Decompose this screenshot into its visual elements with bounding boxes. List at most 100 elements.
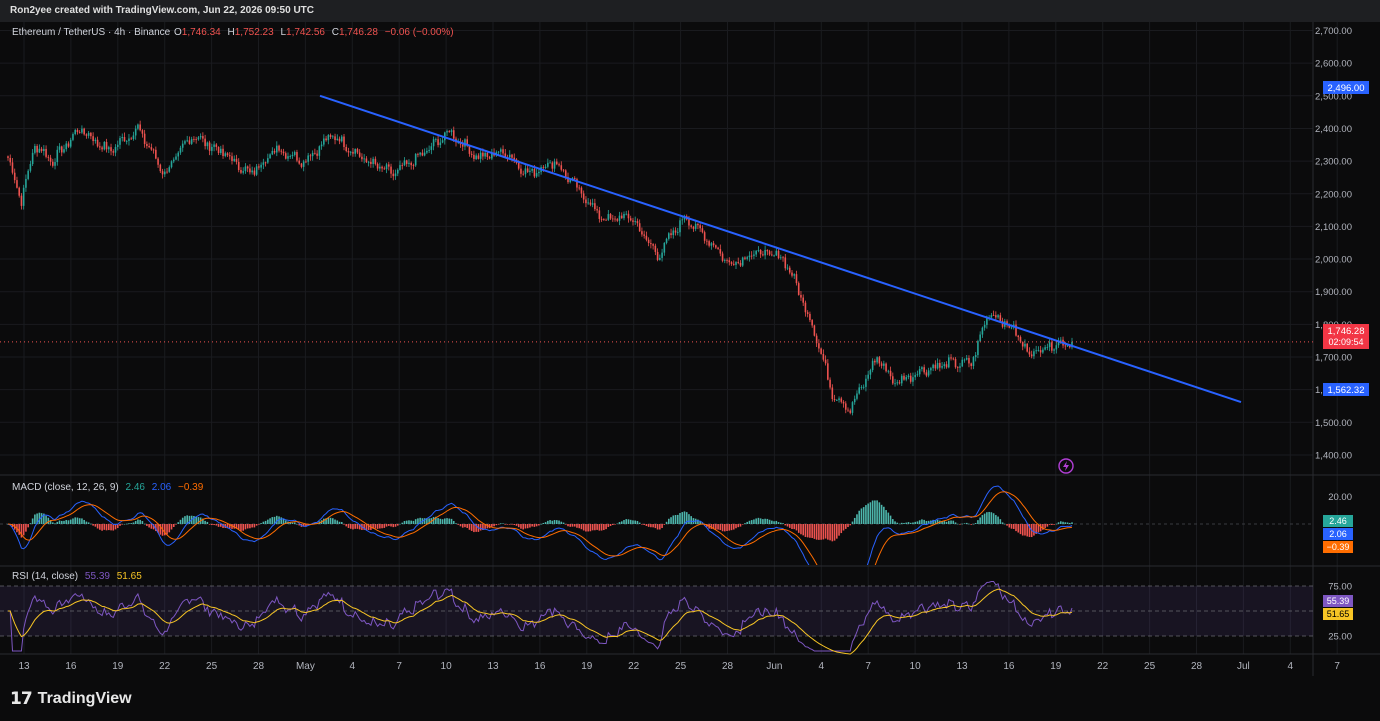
macd-histogram-bar (450, 518, 453, 524)
macd-histogram-bar (338, 521, 341, 524)
macd-legend: MACD (close, 12, 26, 9) 2.46 2.06 −0.39 (12, 482, 204, 493)
macd-histogram-bar (215, 524, 218, 526)
o-label: O (174, 27, 182, 38)
candle-body (123, 137, 126, 142)
macd-histogram-bar (824, 524, 827, 539)
candle-body (412, 165, 415, 166)
macd-histogram-bar (526, 524, 529, 529)
candle-body (1042, 349, 1044, 353)
time-tick-label: 25 (1144, 661, 1156, 672)
macd-histogram-bar (968, 523, 970, 525)
candle-body (249, 168, 251, 173)
macd-histogram-bar (858, 510, 860, 524)
candle-body (735, 262, 737, 265)
rsi-tick-label: 75.00 (1328, 582, 1352, 593)
macd-histogram-bar (515, 524, 518, 526)
candle-body (918, 369, 921, 375)
macd-histogram-bar (979, 517, 981, 524)
candle-body (732, 263, 735, 265)
rsi-value: 55.39 (85, 571, 110, 582)
candle-body (166, 171, 168, 173)
macd-histogram-bar (925, 520, 928, 524)
time-tick-label: 10 (441, 661, 453, 672)
candle-body (757, 249, 760, 251)
macd-histogram-bar (728, 524, 731, 531)
macd-histogram-bar (970, 524, 972, 525)
macd-histogram-bar (914, 521, 916, 524)
candle-body (748, 255, 751, 258)
macd-histogram-bar (988, 511, 990, 524)
candle-body (488, 156, 491, 159)
o-value: 1,746.34 (182, 27, 221, 38)
macd-histogram-bar (81, 518, 83, 524)
macd-histogram-bar (612, 524, 614, 526)
macd-histogram-bar (403, 521, 406, 524)
time-tick-label: Jul (1237, 661, 1250, 672)
candle-body (177, 152, 180, 157)
trendline[interactable] (319, 94, 1242, 404)
macd-histogram-bar (388, 524, 390, 526)
macd-histogram-bar (636, 520, 639, 524)
time-axis[interactable]: 13 16 19 22 25 28 May 4 7 10 13 16 19 22 25 28 Jun 4 7 10 13… (18, 661, 1340, 672)
candle-body (670, 233, 672, 236)
macd-histogram-bar (844, 524, 847, 529)
candle-body (235, 158, 238, 162)
candle-body (853, 398, 856, 403)
candle-body (148, 145, 150, 148)
macd-histogram-bar (1068, 522, 1071, 524)
candle-body (195, 139, 197, 140)
macd-histogram-bar (712, 524, 715, 530)
candle-body (139, 124, 141, 131)
macd-histogram-bar (237, 524, 240, 530)
macd-histogram-bar (31, 518, 34, 524)
time-tick-label: 25 (675, 661, 687, 672)
macd-histogram-bar (865, 505, 867, 524)
macd-histogram-bar (188, 515, 191, 524)
candle-body (623, 213, 625, 219)
macd-histogram-bar (869, 502, 872, 524)
candle-body (526, 168, 529, 172)
macd-histogram-bar (838, 524, 840, 536)
macd-histogram-bar (759, 518, 762, 524)
candle-body (264, 162, 267, 164)
macd-histogram-bar (394, 524, 397, 527)
candle-body (632, 220, 634, 222)
lightning-icon[interactable] (1058, 458, 1074, 474)
macd-histogram-bar (302, 524, 305, 527)
candle-body (470, 153, 473, 155)
price-tick-label: 1,500.00 (1315, 418, 1352, 429)
macd-histogram-bar (130, 523, 132, 524)
macd-histogram-bar (634, 520, 636, 524)
tradingview-brand[interactable]: 𝟭𝟳 TradingView (10, 689, 132, 709)
candle-body (446, 131, 448, 133)
macd-histogram-bar (999, 519, 1002, 524)
candle-body (340, 136, 343, 142)
chart[interactable]: Ethereum / TetherUS · 4h · Binance O1,74… (0, 22, 1380, 676)
candle-body (930, 368, 932, 371)
macd-histogram-bar (432, 517, 435, 524)
candle-body (838, 398, 840, 401)
macd-histogram-bar (150, 524, 153, 529)
candle-body (824, 359, 827, 364)
candle-body (103, 141, 106, 150)
candle-body (679, 220, 681, 233)
brand-name: TradingView (37, 690, 132, 707)
candle-body (43, 148, 45, 152)
macd-histogram-bar (520, 524, 522, 529)
candle-body (58, 146, 61, 150)
candle-body (650, 243, 652, 245)
macd-histogram-bar (717, 524, 719, 530)
price-axis[interactable]: 2,700.00 2,600.00 2,500.00 2,400.00 2,300.00… (1315, 26, 1352, 643)
candle-body (311, 152, 314, 157)
macd-histogram-bar (806, 524, 809, 538)
macd-histogram-bar (29, 523, 32, 524)
candle-body (1044, 347, 1046, 350)
price-tick-label: 2,700.00 (1315, 26, 1352, 37)
candle-body (784, 257, 787, 269)
macd-histogram-bar (291, 522, 294, 524)
macd-histogram-bar (986, 512, 988, 524)
candle-body (179, 147, 182, 153)
candle-body (724, 260, 726, 261)
candle-body (320, 144, 323, 147)
macd-histogram-bar (788, 524, 791, 528)
